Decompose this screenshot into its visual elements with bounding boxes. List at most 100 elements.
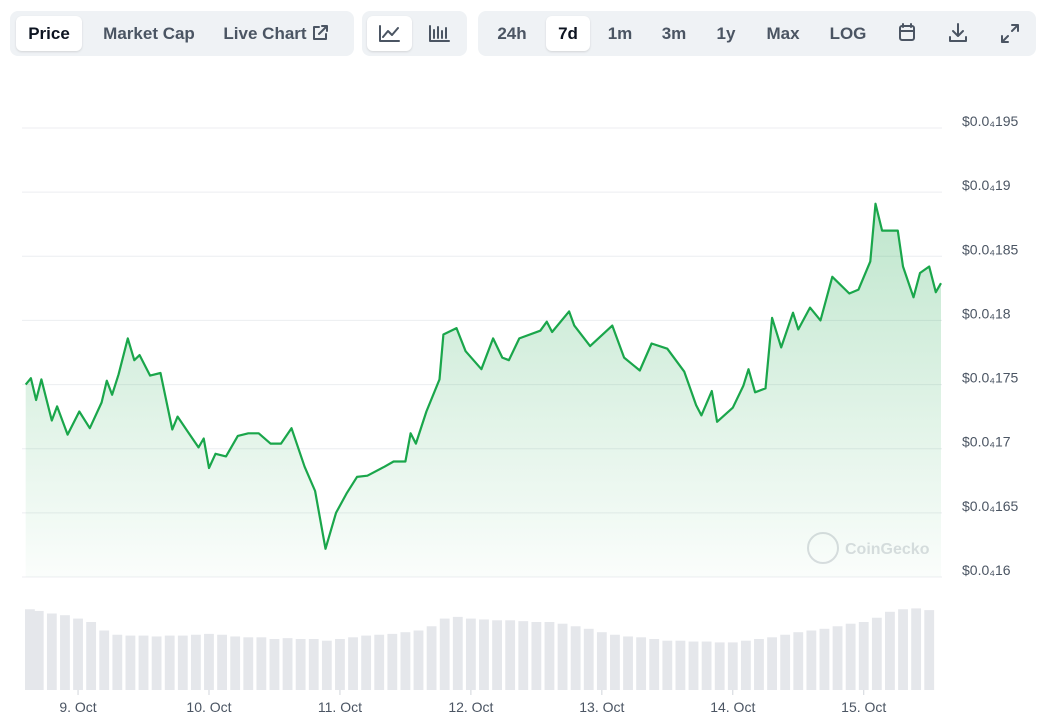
calendar-icon xyxy=(899,23,915,41)
range-button[interactable]: 3m xyxy=(661,24,687,43)
line-icon xyxy=(379,25,400,42)
volume-bar xyxy=(230,636,241,690)
range-button[interactable]: 1y xyxy=(716,24,736,43)
volume-bar xyxy=(596,632,607,690)
calendar-button[interactable] xyxy=(890,16,924,51)
view-button[interactable]: Market Cap xyxy=(88,16,210,51)
volume-bar xyxy=(544,622,555,690)
volume-bar xyxy=(256,637,267,690)
volume-bar xyxy=(610,634,620,690)
x-tick-label: 12. Oct xyxy=(448,699,493,715)
y-tick-label: $0.0₄16 xyxy=(962,562,1011,578)
volume-bar xyxy=(465,618,476,690)
x-tick-label: 15. Oct xyxy=(841,699,886,715)
volume-bar xyxy=(387,633,398,690)
volume-bar xyxy=(492,620,502,690)
view-button[interactable]: Price xyxy=(16,16,82,51)
volume-bar xyxy=(871,617,882,690)
view-button[interactable]: Live Chart xyxy=(216,16,336,51)
volume-bar xyxy=(60,615,70,690)
x-tick-label: 14. Oct xyxy=(710,699,755,715)
volume-bar xyxy=(321,640,332,690)
volume-bar xyxy=(518,621,529,690)
volume-bar xyxy=(164,635,175,690)
volume-bar xyxy=(911,608,922,690)
volume-bar xyxy=(714,642,725,690)
volume-bar xyxy=(308,639,319,690)
volume-bar xyxy=(885,611,895,690)
volume-bar xyxy=(439,618,450,690)
volume-bar xyxy=(138,635,149,690)
download-icon xyxy=(949,23,967,42)
volume-bar xyxy=(845,623,856,690)
range-button[interactable]: 24h xyxy=(497,24,527,43)
volume-bar xyxy=(295,639,306,690)
watermark-text: CoinGecko xyxy=(845,541,930,558)
candle-icon xyxy=(429,25,450,42)
volume-bar xyxy=(177,635,188,690)
volume-bar xyxy=(740,640,751,690)
volume-bar xyxy=(33,610,44,690)
y-tick-label: $0.0₄165 xyxy=(962,498,1019,514)
volume-bar xyxy=(636,637,647,690)
volume-bar xyxy=(623,636,633,690)
download-button[interactable] xyxy=(941,16,975,51)
y-tick-label: $0.0₄19 xyxy=(962,177,1011,193)
price-line xyxy=(24,202,942,550)
volume-bar xyxy=(649,639,660,690)
view-label: Price xyxy=(28,24,70,43)
volume-bar xyxy=(793,632,804,690)
candle-style-button[interactable] xyxy=(417,16,462,51)
volume-bar xyxy=(531,622,542,690)
volume-bar xyxy=(754,639,764,690)
volume-bar xyxy=(86,622,97,690)
range-button[interactable]: LOG xyxy=(829,24,867,43)
volume-bar xyxy=(452,616,463,690)
volume-bar xyxy=(662,640,673,690)
price-area xyxy=(25,203,942,577)
watermark: CoinGecko xyxy=(807,532,930,564)
view-label: Live Chart xyxy=(223,24,307,43)
range-button[interactable]: 7d xyxy=(546,16,590,51)
external-link-icon xyxy=(312,25,328,40)
volume-bar xyxy=(898,609,908,690)
volume-bar xyxy=(426,626,437,690)
volume-bar xyxy=(505,620,516,690)
volume-bar xyxy=(99,630,110,690)
volume-bar xyxy=(46,613,57,690)
range-button[interactable]: Max xyxy=(766,24,800,43)
volume-bar xyxy=(217,634,227,690)
volume-bar xyxy=(243,637,254,690)
expand-icon xyxy=(1001,24,1019,43)
volume-bar xyxy=(688,641,699,690)
volume-bar xyxy=(727,642,738,690)
volume-bar xyxy=(583,628,594,690)
watermark-logo xyxy=(807,532,839,564)
volume-bar xyxy=(374,634,385,690)
volume-bar xyxy=(282,638,293,690)
volume-bar xyxy=(400,632,411,690)
volume-bar xyxy=(570,626,581,690)
range-button[interactable]: 1m xyxy=(607,24,633,43)
chart-style-switch xyxy=(362,11,467,56)
y-tick-label: $0.0₄18 xyxy=(962,305,1011,321)
expand-button[interactable] xyxy=(993,16,1027,51)
volume-bar xyxy=(701,641,712,690)
volume-bar xyxy=(269,639,280,690)
volume-bar xyxy=(479,619,489,690)
volume-bar xyxy=(361,635,372,690)
volume-bar xyxy=(335,639,345,690)
volume-bar xyxy=(557,623,568,690)
volume-bar xyxy=(819,628,830,690)
line-style-button[interactable] xyxy=(367,16,412,51)
y-tick-label: $0.0₄185 xyxy=(962,241,1019,257)
volume-bar xyxy=(125,635,136,690)
volume-bar xyxy=(832,626,843,690)
volume-bar xyxy=(25,609,35,690)
x-tick-label: 11. Oct xyxy=(318,699,362,715)
x-tick-label: 9. Oct xyxy=(59,699,96,715)
volume-bar xyxy=(73,618,83,690)
volume-bar xyxy=(413,630,424,690)
